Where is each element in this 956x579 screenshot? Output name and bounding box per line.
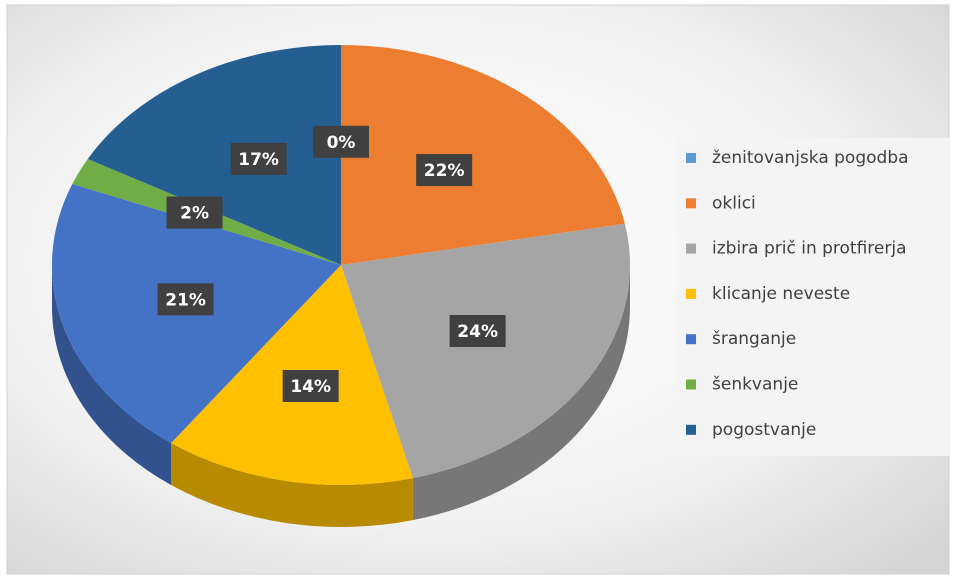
legend-label: klicanje neveste (712, 284, 850, 304)
legend-swatch (686, 153, 696, 163)
data-label: 0% (327, 133, 356, 153)
data-label: 22% (424, 161, 465, 181)
pie-slice (341, 223, 630, 479)
data-label-box (313, 125, 369, 158)
slice-side (171, 442, 413, 527)
slice-side (412, 265, 630, 521)
data-label: 24% (457, 322, 498, 342)
legend-swatch (686, 243, 696, 254)
data-label-box (230, 142, 287, 175)
legend-swatch (686, 198, 696, 209)
slice-side (52, 265, 172, 485)
pie-slice (87, 45, 341, 265)
pie-slice (341, 45, 625, 265)
legend-label: oklici (712, 193, 756, 213)
legend-label: pogostvanje (712, 420, 816, 440)
data-label-box (157, 283, 214, 316)
legend-label: šenkvanje (712, 375, 798, 395)
legend-label: šranganje (712, 329, 796, 349)
data-label: 2% (180, 204, 209, 224)
legend-swatch (686, 288, 696, 299)
data-label-box (416, 154, 473, 187)
data-label: 17% (238, 150, 279, 170)
data-label-box (449, 315, 506, 348)
legend-label: ženitovanjska pogodba (712, 148, 909, 168)
data-label-box (282, 370, 339, 403)
data-label-box (166, 196, 223, 229)
data-label: 14% (290, 377, 331, 397)
data-label: 21% (165, 290, 206, 310)
legend-swatch (686, 424, 696, 435)
legend-swatch (686, 334, 696, 345)
legend-swatch (686, 379, 696, 390)
legend-label: izbira prič in protfirerja (712, 239, 907, 259)
legend-box (676, 138, 950, 456)
